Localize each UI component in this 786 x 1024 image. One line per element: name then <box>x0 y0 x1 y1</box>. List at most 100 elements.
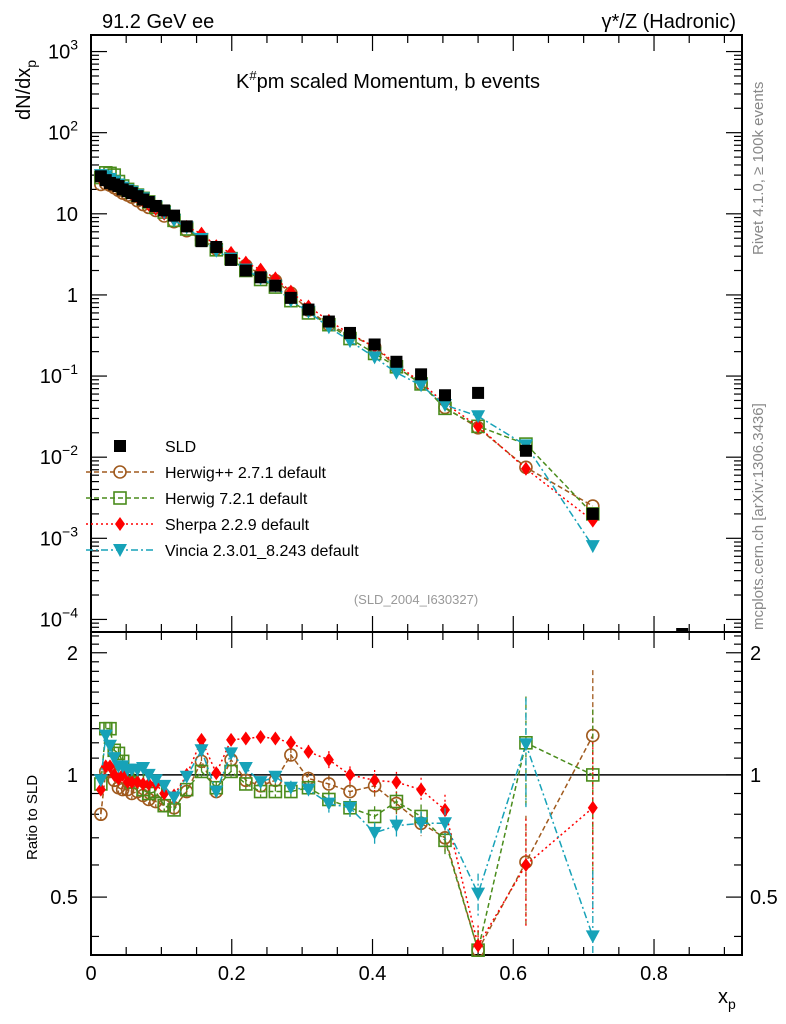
legend-label: SLD <box>165 439 196 456</box>
legend-label: Herwig 7.2.1 default <box>165 491 308 508</box>
ratio-point <box>585 930 600 944</box>
y-label-text: dN/dx <box>13 68 35 120</box>
y-tick-base: 10 <box>48 123 70 145</box>
ratio-point <box>224 747 239 761</box>
y-tick-base: 10 <box>40 366 62 388</box>
ratio-point <box>105 759 116 774</box>
data-point <box>586 507 599 520</box>
y-tick-exp: −2 <box>62 442 78 458</box>
x-tick-label: 0.8 <box>640 963 668 985</box>
ratio-point <box>239 777 253 791</box>
title-sup: # <box>249 68 257 83</box>
ratio-point <box>224 764 238 779</box>
y-tick-label: 10−2 <box>40 442 78 469</box>
header-process: γ*/Z (Hadronic) <box>602 11 736 33</box>
ratio-series-line <box>100 735 594 953</box>
y-axis-label: dN/dxp <box>13 60 39 120</box>
ratio-point <box>322 777 336 791</box>
data-point <box>585 540 600 554</box>
data-point <box>322 315 335 328</box>
y-tick-label: 103 <box>48 37 78 64</box>
analysis-watermark: (SLD_2004_I630327) <box>354 592 478 607</box>
ratio-point <box>141 768 156 782</box>
ratio-y-tick-label: 2 <box>67 643 78 665</box>
data-point <box>239 264 252 277</box>
y-tick-exp: 2 <box>70 118 78 134</box>
ratio-point <box>344 767 355 782</box>
data-point <box>210 240 223 253</box>
ratio-point <box>95 782 106 797</box>
ratio-point <box>126 775 137 790</box>
legend-label: Sherpa 2.2.9 default <box>165 517 310 534</box>
ratio-point <box>211 766 222 781</box>
ratio-point <box>157 779 172 793</box>
data-point <box>519 444 532 457</box>
data-point <box>269 279 282 292</box>
ratio-point <box>268 784 283 799</box>
ratio-point <box>283 781 298 795</box>
ratio-y-tick-label: 1 <box>67 765 78 787</box>
data-point <box>254 271 267 284</box>
x-tick-label: 0.6 <box>499 963 527 985</box>
ratio-series-vincia <box>93 698 600 955</box>
legend-marker <box>113 465 127 479</box>
ratio-point <box>471 887 486 901</box>
ratio-point <box>369 773 380 788</box>
ratio-series-group <box>93 670 600 957</box>
y-tick-exp: −4 <box>62 604 78 620</box>
x-label-text: x <box>718 986 728 1008</box>
ratio-y-tick-label-right: 1 <box>750 765 761 787</box>
ratio-series-line <box>100 736 594 948</box>
ratio-point <box>285 735 296 750</box>
data-point <box>390 355 403 368</box>
ratio-point <box>148 774 163 788</box>
data-point <box>473 419 484 434</box>
ratio-point <box>518 738 533 752</box>
x-tick-label: 0.2 <box>218 963 246 985</box>
title-main: K <box>236 71 250 93</box>
title-rest: pm scaled Momentum, b events <box>257 71 540 93</box>
ratio-point <box>414 817 429 831</box>
legend-item: Vincia 2.3.01_8.243 default <box>86 543 359 560</box>
data-point <box>168 209 181 222</box>
y-tick-label: 10 <box>56 204 78 226</box>
ratio-point <box>389 819 404 833</box>
legend-label: Vincia 2.3.01_8.243 default <box>165 543 359 560</box>
svg-text:dN/dxp: dN/dxp <box>13 60 39 120</box>
x-axis-label: xp <box>718 986 736 1012</box>
ratio-point <box>255 730 266 745</box>
data-point <box>471 410 486 424</box>
legend: SLD Herwig++ 2.7.1 default Herwig 7.2.1 de… <box>86 439 359 560</box>
ratio-point <box>343 784 357 799</box>
ratio-point <box>238 762 253 776</box>
legend-marker <box>114 440 126 452</box>
y-tick-base: 10 <box>40 609 62 631</box>
svg-text:xp: xp <box>718 986 736 1012</box>
y-tick-base: 10 <box>40 528 62 550</box>
y-tick-exp: −3 <box>62 523 78 539</box>
rivet-label: Rivet 4.1.0, ≥ 100k events <box>750 82 767 255</box>
data-point <box>439 389 452 402</box>
y-tick-label: 10−1 <box>40 361 78 388</box>
legend-marker <box>113 491 127 505</box>
legend-item: Sherpa 2.2.9 default <box>86 517 310 534</box>
ratio-point <box>179 770 194 784</box>
ratio-point <box>367 809 382 824</box>
ratio-point <box>136 762 151 776</box>
mcplots-label: mcplots.cern.ch [arXiv:1306.3436] <box>750 403 767 630</box>
data-point <box>180 220 193 233</box>
header-energy: 91.2 GeV ee <box>102 11 214 33</box>
ratio-point <box>240 731 251 746</box>
ratio-point <box>301 783 316 797</box>
y-tick-label: 102 <box>48 118 78 145</box>
ratio-point <box>115 782 130 797</box>
ratio-point <box>98 729 113 743</box>
ratio-point <box>167 791 182 805</box>
ratio-point <box>520 857 531 872</box>
legend-item: Herwig++ 2.7.1 default <box>86 465 327 482</box>
data-point <box>472 386 485 399</box>
data-point <box>284 291 297 304</box>
ratio-point <box>143 776 154 791</box>
y-tick-label: 1 <box>67 285 78 307</box>
